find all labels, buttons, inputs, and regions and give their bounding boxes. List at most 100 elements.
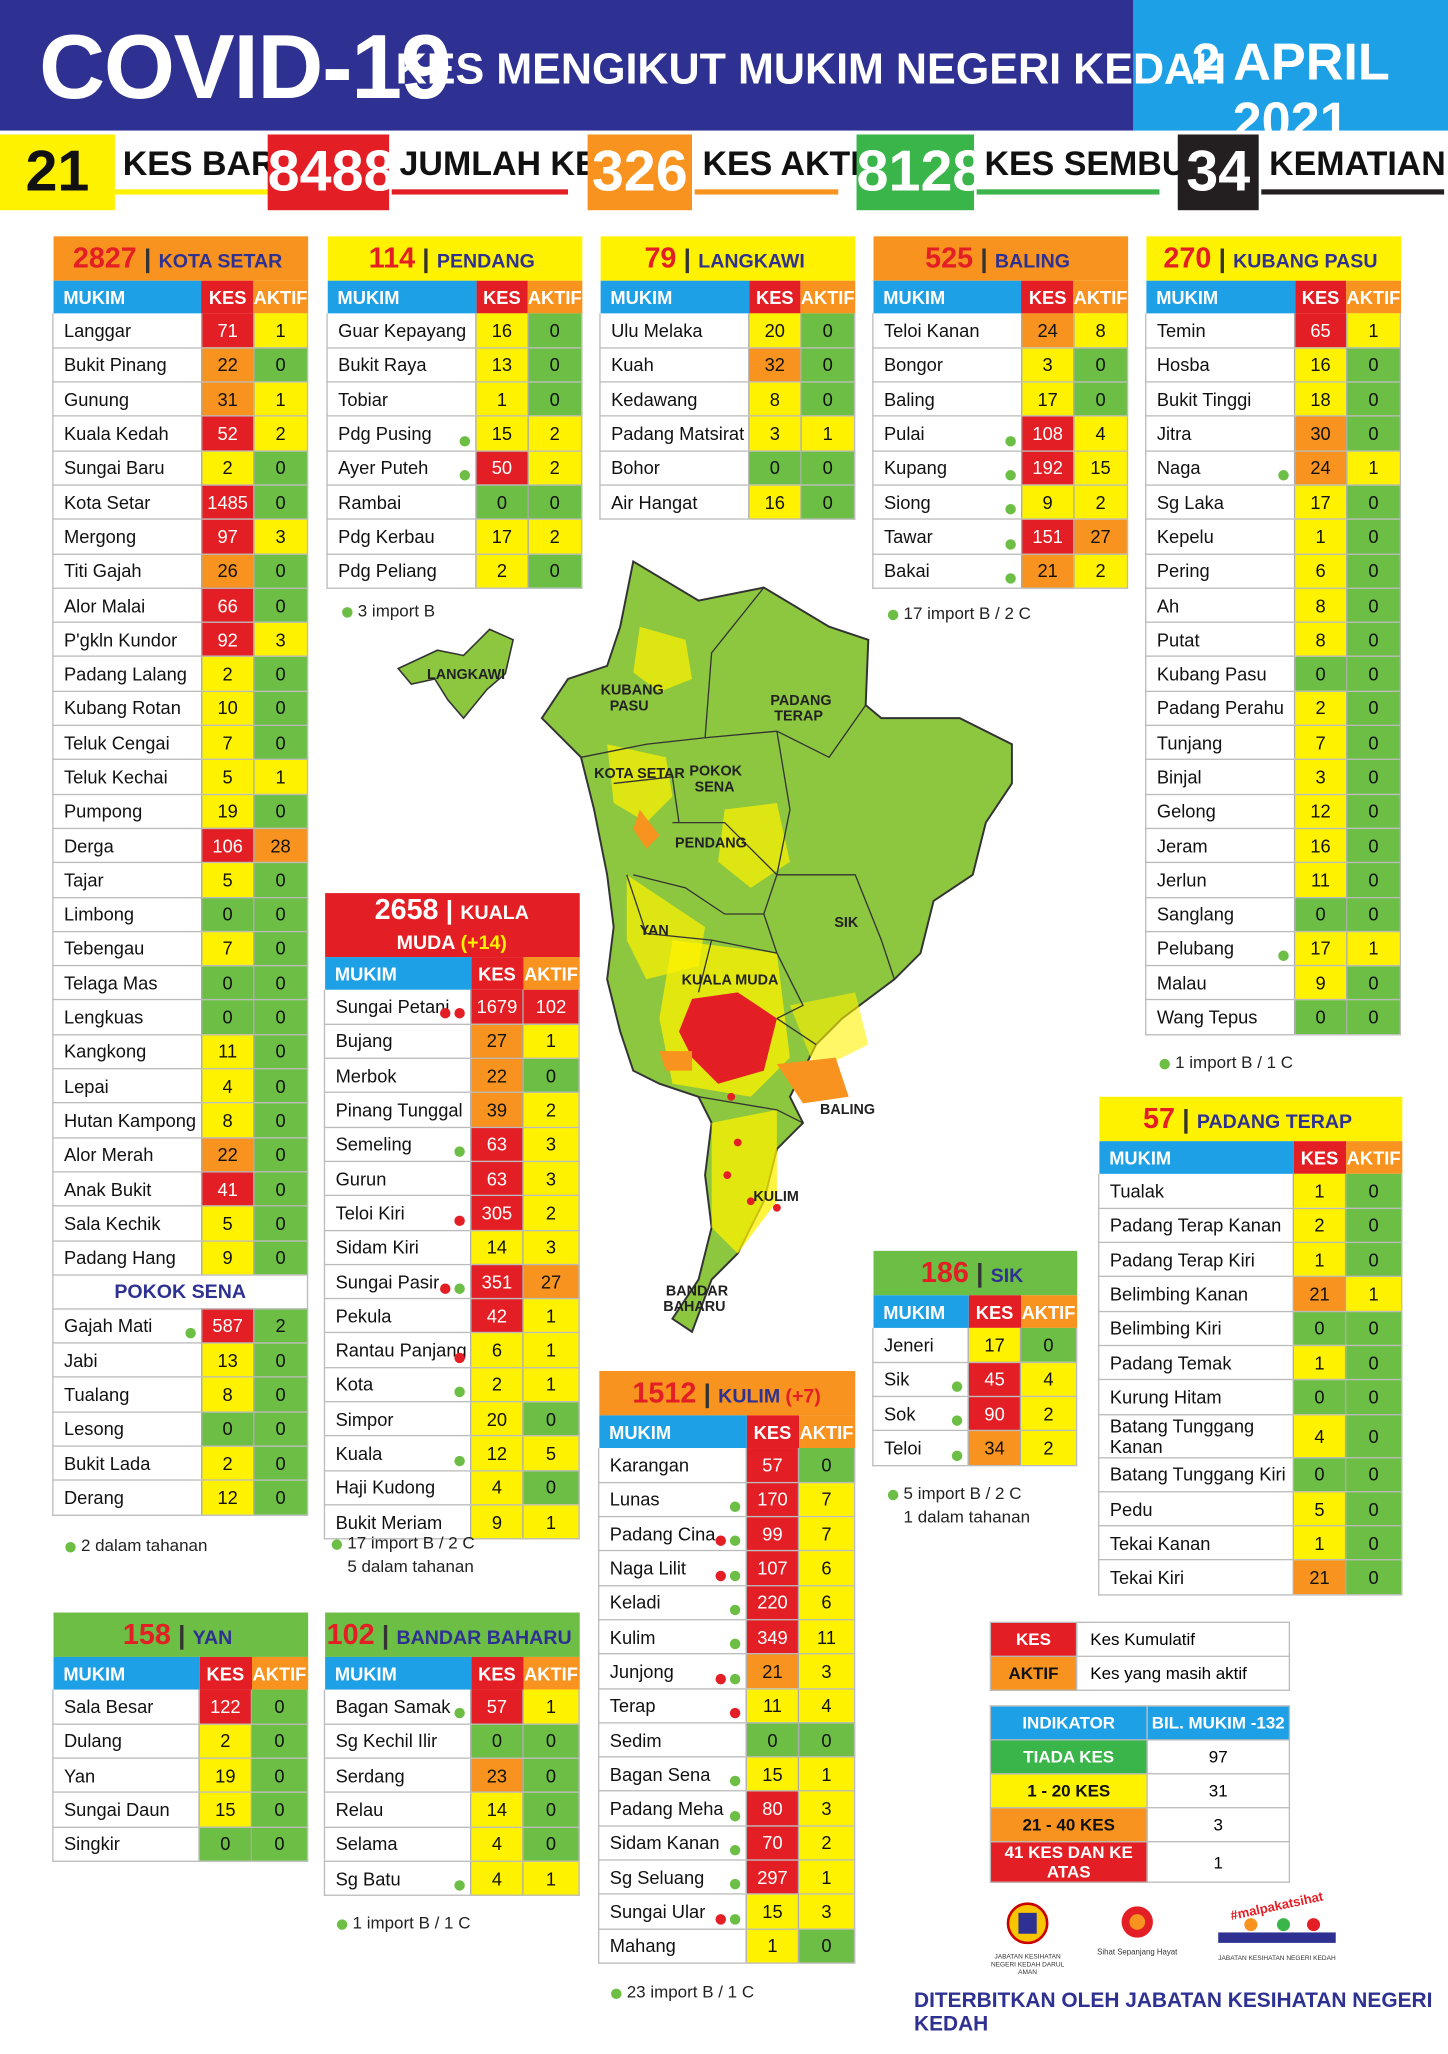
col-kes: KES [199,1656,252,1690]
cluster-markers [1001,532,1016,553]
mukim-cell: Tualak [1098,1173,1294,1209]
mukim-name: Kedawang [611,388,698,410]
aktif-cell: 0 [252,691,309,727]
aktif-cell: 5 [522,1436,580,1472]
table-row: Sik 45 4 [872,1362,1078,1398]
import-dot-icon [611,1988,622,1999]
district-name: PENDANG [436,250,535,273]
aktif-cell: 2 [1019,1430,1078,1466]
table-row: Gajah Mati 587 2 [52,1308,309,1344]
aktif-cell: 0 [800,347,856,383]
title-separator: | [170,1621,193,1651]
aktif-cell: 0 [1345,656,1402,692]
table-row: Merbok 22 0 [323,1058,580,1094]
aktif-cell: 0 [800,450,856,486]
mukim-name: Padang Matsirat [611,423,745,444]
aktif-cell: 3 [252,622,309,658]
aktif-cell: 28 [252,828,309,864]
table-row: Sala Besar 122 0 [52,1689,309,1725]
kes-cell: 7 [1293,725,1347,761]
aktif-cell: 0 [250,1826,309,1862]
map-yellow-2 [607,744,673,823]
cluster-dot-icon [454,1880,466,1892]
district-total: 2658 [374,893,439,926]
kes-cell: 8 [201,1377,254,1413]
table-row: Dulang 2 0 [52,1723,309,1759]
mukim-name: Sungai Pasir [335,1271,440,1293]
aktif-cell: 1 [797,1860,856,1896]
mukim-name: Pumpong [63,800,143,822]
mukim-name: Padang Cina [609,1523,716,1545]
mukim-name: Jabi [63,1349,98,1371]
aktif-cell: 2 [797,1825,856,1861]
note-line: 3 import B [342,599,435,623]
district-title: 158 | YAN [52,1612,308,1657]
table-row: Padang Temak 1 0 [1098,1345,1403,1381]
col-kes: KES [470,957,523,990]
aktif-cell: 102 [522,989,580,1025]
kes-cell: 12 [470,1436,523,1472]
cluster-dot-icon [440,1283,451,1295]
mukim-cell: Kubang Rotan [52,691,202,727]
mukim-name: Tebengau [63,938,145,960]
district-title: 2827 | KOTA SETAR [52,236,308,281]
mukim-cell: Batang Tunggang Kiri [1098,1457,1294,1493]
mukim-cell: Teluk Cengai [52,725,202,761]
table-row: Pering 6 0 [1145,553,1402,589]
mukim-name: Teloi Kanan [883,319,980,341]
mukim-name: Titi Gajah [63,560,142,582]
kes-cell: 20 [748,313,801,349]
kes-cell: 15 [475,416,528,452]
table-row: Alor Merah 22 0 [52,1137,309,1173]
mukim-name: Serdang [335,1764,405,1786]
kes-cell: 18 [1293,382,1347,418]
mukim-cell: Anak Bukit [52,1171,202,1207]
mukim-name: Bagan Sena [609,1763,711,1785]
kes-cell: 297 [745,1860,799,1896]
table-row: Bohor 0 0 [599,450,856,486]
mukim-cell: Sg Laka [1145,485,1295,521]
mukim-name: Tunjang [1156,732,1223,754]
aktif-cell: 0 [1345,347,1402,383]
district-notes: 5 import B / 2 C 1 dalam tahanan [887,1482,1030,1529]
mukim-name: Sungai Baru [63,457,165,479]
mukim-cell: Bakai [872,553,1022,589]
cluster-markers [726,1598,741,1619]
mukim-cell: Titi Gajah [52,553,202,589]
mukim-cell: Selama [323,1826,471,1862]
aktif-cell: 0 [527,347,583,383]
mukim-name: Gunung [63,388,130,410]
kes-cell: 1 [1292,1173,1346,1209]
district-table-sik: 186 | SIK MUKIM KES AKTIF Jeneri 17 0 Sik 45 4 Sok… [872,1250,1078,1466]
mukim-cell: Padang Perahu [1145,691,1295,727]
mukim-name: Sungai Daun [63,1799,170,1821]
map-label-baling: BALING [820,1102,875,1118]
map-mainland [540,559,1013,1334]
mukim-cell: Semeling [323,1127,471,1163]
col-kes: KES [1293,1141,1346,1174]
cluster-markers [451,1701,466,1722]
mukim-cell: Sedim [598,1722,747,1758]
mukim-cell: Siong [872,485,1022,521]
kes-cell: 41 [201,1171,254,1207]
kes-cell: 0 [1293,1000,1347,1036]
table-row: Padang Terap Kanan 2 0 [1098,1208,1403,1244]
mukim-cell: Alor Merah [52,1137,202,1173]
indicator-count: 3 [1146,1807,1291,1843]
kedah-map: LANGKAWI KUBANG PASU PADANG TERAP KOTA S… [396,559,1013,1334]
indicator-count: 97 [1146,1739,1291,1775]
table-row: Sg Batu 4 1 [323,1861,580,1897]
stat-underline [976,189,1160,195]
cluster-dot-icon [730,1604,741,1616]
table-row: Padang Meha 80 3 [598,1791,856,1827]
table-row: Tualang 8 0 [52,1377,309,1413]
aktif-cell: 0 [1344,1379,1403,1415]
mukim-cell: Bagan Samak [323,1689,471,1725]
cluster-dot-icon [730,1810,741,1822]
cluster-markers [948,1443,963,1464]
mukim-name: Telaga Mas [63,972,158,994]
kes-cell: 14 [470,1792,523,1828]
mukim-cell: Pelubang [1145,931,1295,967]
district-name: BALING [994,250,1070,273]
table-row: Limbong 0 0 [52,897,309,933]
